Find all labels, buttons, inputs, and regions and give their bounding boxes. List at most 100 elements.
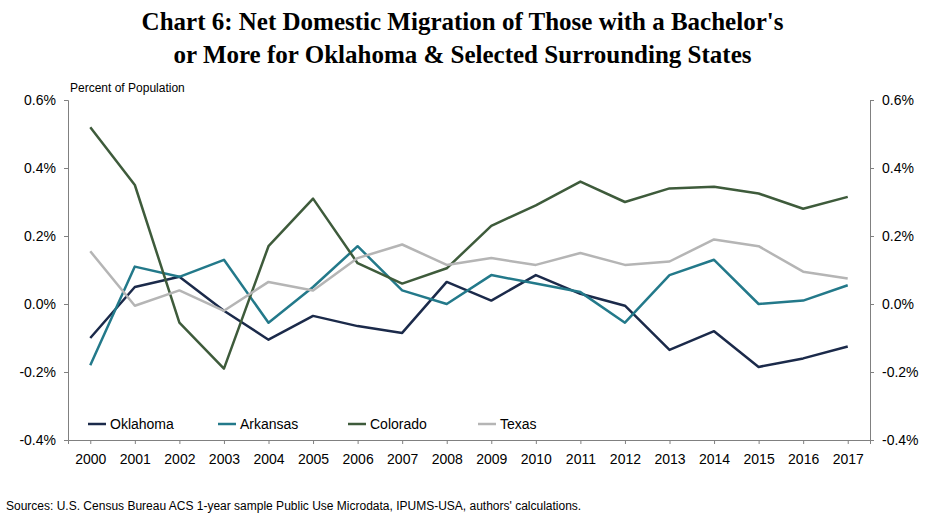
tick-label: -0.2% <box>882 364 919 380</box>
legend: Oklahoma Arkansas Colorado Texas <box>88 416 537 432</box>
tick: 2004 <box>253 440 284 467</box>
tick: 2011 <box>566 440 596 467</box>
legend-item: Arkansas <box>218 416 298 432</box>
tick-label: 0.2% <box>882 228 914 244</box>
tick-label: 2014 <box>699 451 730 467</box>
tick: 2013 <box>654 440 685 467</box>
tick-mark <box>358 440 359 444</box>
tick: 2007 <box>387 440 418 467</box>
title: or More for Oklahoma & Selected Surround… <box>173 41 751 68</box>
legend-item: Texas <box>478 416 537 432</box>
tick: 0.4% <box>870 160 914 176</box>
tick-mark <box>759 440 760 444</box>
tick-label: 2002 <box>164 451 195 467</box>
axis: -0.4% -0.2% 0.0% 0.2% 0.4% 0.6% <box>19 92 68 448</box>
tick-label: 0.6% <box>882 92 914 108</box>
tick-mark <box>64 236 68 237</box>
tick-mark <box>64 304 68 305</box>
tick-label: 2009 <box>476 451 507 467</box>
tick: 0.2% <box>24 228 68 244</box>
tick: 2009 <box>476 440 507 467</box>
tick-label: 0.4% <box>882 160 914 176</box>
tick: 2001 <box>120 440 151 467</box>
tick-label: 0.2% <box>24 228 56 244</box>
tick: -0.2% <box>870 364 919 380</box>
tick-label: 2017 <box>833 451 864 467</box>
tick-label: -0.2% <box>19 364 56 380</box>
tick: -0.4% <box>19 432 68 448</box>
tick: 0.4% <box>24 160 68 176</box>
tick-mark <box>64 372 68 373</box>
tick: 2016 <box>788 440 819 467</box>
tick-mark <box>447 440 448 444</box>
tick: 2008 <box>432 440 463 467</box>
tick-label: -0.4% <box>882 432 919 448</box>
legend-label: Colorado <box>370 416 427 432</box>
tick-mark <box>870 236 874 237</box>
tick: -0.2% <box>19 364 68 380</box>
line <box>90 239 847 310</box>
tick-mark <box>269 440 270 444</box>
axis: 2000 2001 2002 2003 2004 2005 2006 2007 2008 2009… <box>69 440 871 467</box>
tick-mark <box>64 168 68 169</box>
tick-label: 2010 <box>521 451 552 467</box>
tick-label: 2008 <box>432 451 463 467</box>
tick-mark <box>870 304 874 305</box>
tick-mark <box>224 440 225 444</box>
tick: 2014 <box>699 440 730 467</box>
tick-mark <box>870 372 874 373</box>
tick-label: 0.0% <box>24 296 56 312</box>
tick-mark <box>64 100 68 101</box>
tick: 2005 <box>298 440 329 467</box>
tick: 2002 <box>164 440 195 467</box>
legend-label: Texas <box>500 416 537 432</box>
tick: 2003 <box>209 440 240 467</box>
tick-mark <box>313 440 314 444</box>
tick: 2017 <box>833 440 864 467</box>
axis-line <box>871 101 875 441</box>
tick-mark <box>135 440 136 444</box>
tick-mark <box>536 440 537 444</box>
legend-item: Colorado <box>348 416 427 432</box>
tick-mark <box>179 440 180 444</box>
line <box>90 127 847 368</box>
legend-swatch <box>348 423 366 426</box>
tick-mark <box>625 440 626 444</box>
tick-mark <box>64 440 68 441</box>
legend-item: Oklahoma <box>88 416 174 432</box>
tick: 0.6% <box>870 92 914 108</box>
title: Chart 6: Net Domestic Migration of Those… <box>142 8 784 35</box>
tick-mark <box>848 440 849 444</box>
tick-label: 2005 <box>298 451 329 467</box>
tick-label: 2012 <box>610 451 641 467</box>
tick-mark <box>491 440 492 444</box>
source: Sources: U.S. Census Bureau ACS 1-year s… <box>6 499 581 513</box>
tick-mark <box>714 440 715 444</box>
tick: 2012 <box>610 440 641 467</box>
axis: -0.4% -0.2% 0.0% 0.2% 0.4% 0.6% <box>870 92 919 448</box>
tick-label: 2004 <box>253 451 284 467</box>
tick-label: 0.6% <box>24 92 56 108</box>
tick-mark <box>803 440 804 444</box>
tick-label: 2006 <box>343 451 374 467</box>
tick-label: 2011 <box>566 451 596 467</box>
tick-label: 2003 <box>209 451 240 467</box>
tick-mark <box>402 440 403 444</box>
legend-swatch <box>88 423 106 426</box>
legend-swatch <box>218 423 236 426</box>
legend-swatch <box>478 423 496 426</box>
tick-label: 2013 <box>654 451 685 467</box>
tick: -0.4% <box>870 432 919 448</box>
lines <box>90 127 847 368</box>
tick: 2000 <box>75 440 106 467</box>
y-axis-title: Percent of Population <box>70 81 185 95</box>
tick: 0.0% <box>870 296 914 312</box>
tick-label: 2007 <box>387 451 418 467</box>
tick: 0.6% <box>24 92 68 108</box>
tick: 2015 <box>744 440 775 467</box>
tick: 2006 <box>343 440 374 467</box>
legend-label: Oklahoma <box>110 416 174 432</box>
chart: Chart 6: Net Domestic Migration of Those… <box>0 0 925 520</box>
tick: 2010 <box>521 440 552 467</box>
tick-label: 2015 <box>744 451 775 467</box>
